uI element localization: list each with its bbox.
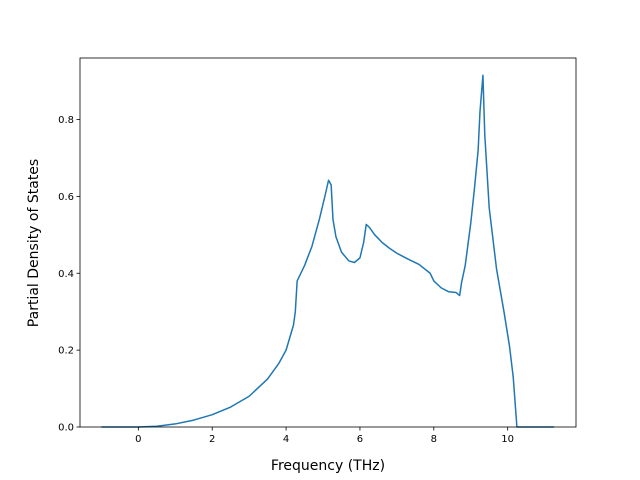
x-tick-label: 2 xyxy=(209,434,215,445)
axis-ticks: 0 2 4 6 8 10 0.0 0.2 0.4 0.6 0.8 xyxy=(58,115,514,445)
axes-frame xyxy=(79,57,577,428)
x-tick-label: 0 xyxy=(135,434,141,445)
y-tick-label: 0.2 xyxy=(58,346,74,357)
x-tick-label: 8 xyxy=(431,434,437,445)
plot-area xyxy=(79,57,577,428)
y-tick-label: 0.0 xyxy=(58,423,74,434)
y-tick-label: 0.6 xyxy=(58,192,74,203)
x-tick-label: 4 xyxy=(283,434,289,445)
x-tick-label: 10 xyxy=(501,434,514,445)
x-tick-label: 6 xyxy=(357,434,363,445)
y-tick-label: 0.4 xyxy=(58,269,74,280)
y-tick-label: 0.8 xyxy=(58,115,74,126)
x-axis-label: Frequency (THz) xyxy=(271,458,385,474)
y-axis-label: Partial Density of States xyxy=(26,159,42,327)
series-line-1 xyxy=(101,74,554,428)
